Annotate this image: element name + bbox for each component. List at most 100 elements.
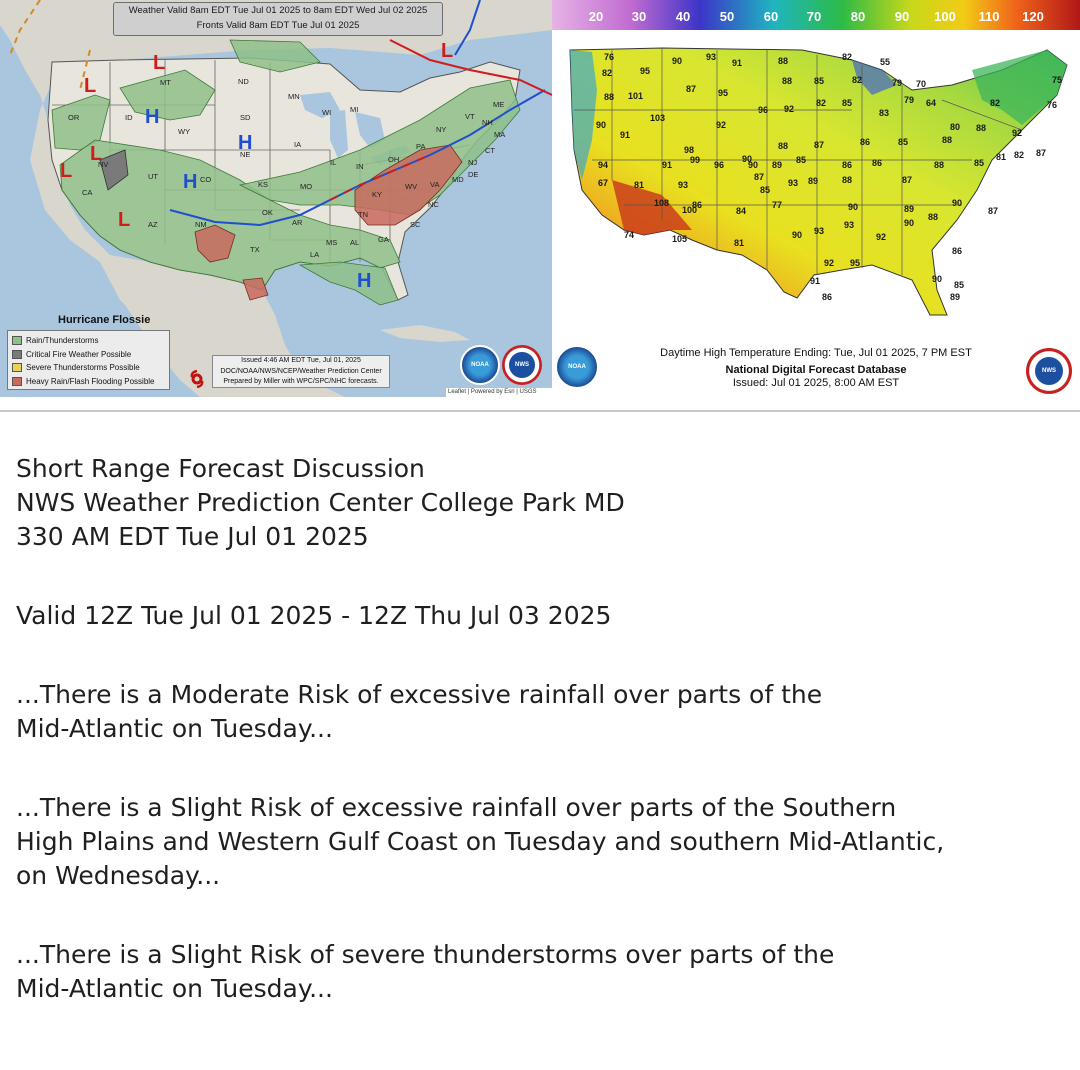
state-label: GA [378, 235, 389, 244]
temperature-value: 86 [692, 200, 703, 210]
state-label: CA [82, 188, 93, 197]
temperature-value: 88 [942, 135, 953, 145]
high-pressure-marker: H [357, 270, 372, 292]
temperature-value: 100 [682, 205, 698, 215]
temperature-value: 92 [784, 104, 795, 114]
state-label: ID [125, 113, 133, 122]
temperature-value: 93 [788, 178, 799, 188]
temperature-value: 84 [736, 206, 747, 216]
land-cuba [380, 325, 470, 342]
temperature-value: 87 [686, 84, 697, 94]
temperature-value: 79 [892, 78, 903, 88]
temperature-value: 90 [748, 160, 759, 170]
state-label: ME [493, 100, 505, 109]
noaa-logo-text: NOAA [471, 362, 489, 368]
scale-tick-label: 90 [894, 9, 910, 24]
state-label: NC [428, 200, 439, 209]
state-label: VA [430, 180, 440, 189]
temperature-value: 80 [950, 122, 961, 132]
legend-item: Heavy Rain/Flash Flooding Possible [12, 375, 165, 389]
temperature-value: 88 [778, 56, 789, 66]
temperature-value: 87 [754, 172, 765, 182]
legend-item: Severe Thunderstorms Possible [12, 361, 165, 375]
map-attribution[interactable]: Leaflet | Powered by Esri | USGS [446, 388, 552, 397]
ndfd-temperature-map[interactable]: 20 30 40 50 60 70 80 90 100 110 120 [552, 0, 1080, 397]
legend-swatch [12, 349, 22, 359]
scale-tick-label: 80 [850, 9, 866, 24]
temperature-value: 93 [844, 220, 855, 230]
temperature-value: 64 [926, 98, 937, 108]
temperature-value: 90 [904, 218, 915, 228]
temperature-value: 86 [860, 137, 871, 147]
state-label: LA [310, 250, 320, 259]
legend-label: Heavy Rain/Flash Flooding Possible [26, 376, 155, 386]
scale-tick-label: 110 [978, 9, 1000, 24]
temperature-value: 88 [778, 141, 789, 151]
scale-tick-label: 70 [806, 9, 822, 24]
temperature-value: 95 [718, 88, 729, 98]
wpc-weather-map[interactable]: H H H H L L L L L L OR ID MT WY ND SD MN WI MI IA… [0, 0, 552, 397]
temperature-value: 86 [872, 158, 883, 168]
temperature-value: 92 [824, 258, 835, 268]
temperature-value: 81 [734, 238, 745, 248]
state-label: WY [178, 127, 191, 136]
temperature-value: 99 [690, 155, 701, 165]
noaa-logo-text: NOAA [568, 364, 586, 370]
temperature-value: 87 [988, 206, 999, 216]
temperature-value: 90 [848, 202, 859, 212]
low-pressure-marker: L [90, 143, 103, 165]
temperature-value: 85 [954, 280, 965, 290]
state-label: MO [300, 182, 313, 191]
temperature-map-graphic [569, 47, 1068, 316]
discussion-valid-period: Valid 12Z Tue Jul 01 2025 - 12Z Thu Jul … [16, 601, 612, 630]
state-label: MN [288, 92, 300, 101]
temperature-value: 70 [916, 79, 927, 89]
valid-period-box: Weather Valid 8am EDT Tue Jul 01 2025 to… [113, 2, 443, 36]
temperature-value: 89 [772, 160, 783, 170]
low-pressure-marker: L [441, 40, 454, 62]
state-label: TX [250, 245, 260, 254]
issued-time: Issued 4:46 AM EDT Tue, Jul 01, 2025 [241, 357, 361, 364]
high-pressure-marker: H [183, 171, 198, 193]
database-name: National Digital Forecast Database [725, 364, 907, 376]
discussion-office: NWS Weather Prediction Center College Pa… [16, 488, 625, 517]
headline-slight-risk-rain-line: High Plains and Western Gulf Coast on Tu… [16, 827, 945, 856]
state-label: VT [465, 112, 475, 121]
temperature-value: 81 [996, 152, 1007, 162]
state-label: NJ [468, 158, 478, 167]
low-pressure-marker: L [84, 75, 97, 97]
scale-tick-label: 60 [763, 9, 779, 24]
northeast-cool-zone [972, 50, 1067, 125]
temperature-value: 91 [620, 130, 631, 140]
headline-moderate-risk-line: Mid-Atlantic on Tuesday... [16, 714, 333, 743]
temperature-value: 82 [842, 52, 853, 62]
hurricane-label: Hurricane Flossie [58, 314, 151, 326]
state-label: MS [326, 238, 338, 247]
state-label: PA [416, 142, 426, 151]
temperature-value: 108 [654, 198, 670, 208]
state-label: WI [322, 108, 332, 117]
temperature-value: 67 [598, 178, 609, 188]
scale-tick-label: 120 [1022, 9, 1044, 24]
temperature-value: 85 [898, 137, 909, 147]
temperature-value: 77 [772, 200, 783, 210]
trough-west [9, 0, 41, 56]
state-label: KY [372, 190, 383, 199]
temperature-value: 105 [672, 234, 688, 244]
temperature-value: 87 [814, 140, 825, 150]
high-pressure-marker: H [238, 132, 253, 154]
temperature-value: 86 [952, 246, 963, 256]
temperature-value: 82 [990, 98, 1001, 108]
temperature-value: 90 [742, 154, 753, 164]
temperature-value: 103 [650, 113, 666, 123]
temperature-value: 74 [624, 230, 635, 240]
temperature-value: 76 [604, 52, 615, 62]
temperature-value: 88 [604, 92, 615, 102]
section-divider [0, 410, 1080, 412]
temperature-value: 90 [596, 120, 607, 130]
state-label: ND [238, 77, 249, 86]
state-label: SC [410, 220, 421, 229]
temperature-value: 82 [602, 68, 613, 78]
scale-tick-label: 50 [719, 9, 735, 24]
discussion-issued: 330 AM EDT Tue Jul 01 2025 [16, 522, 369, 551]
